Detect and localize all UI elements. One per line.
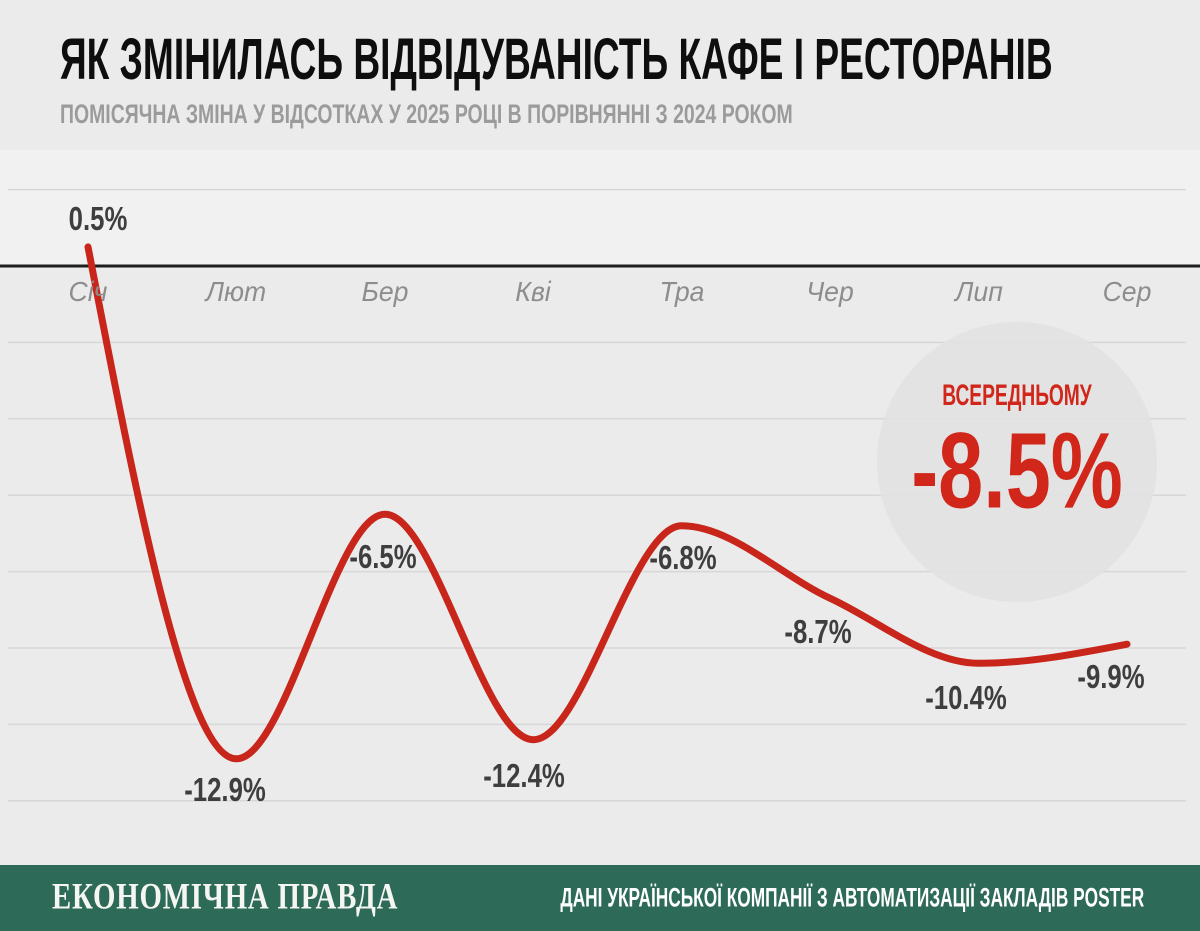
data-source-credit: ДАНІ УКРАЇНСЬКОЇ КОМПАНІЇ З АВТОМАТИЗАЦІ…: [560, 882, 1144, 913]
month-label-Січ: Січ: [68, 276, 108, 307]
average-circle: [877, 322, 1157, 602]
page-subtitle: ПОМІСЯЧНА ЗМІНА У ВІДСОТКАХ У 2025 РОЦІ …: [60, 99, 793, 129]
value-label-Лип: -10.4%: [924, 679, 1007, 717]
footer-bar: ЕКОНОМІЧНА ПРАВДА ДАНІ УКРАЇНСЬКОЇ КОМПА…: [0, 865, 1200, 931]
month-label-Чер: Чер: [806, 276, 854, 307]
value-label-Бер: -6.5%: [349, 538, 417, 576]
average-badge-label: ВСЕРЕДНЬОМУ: [942, 379, 1092, 412]
value-label-Лют: -12.9%: [184, 770, 267, 808]
average-badge-value: -8.5%: [911, 409, 1123, 531]
month-label-Тра: Тра: [659, 276, 705, 307]
positive-region-band: [0, 150, 1200, 266]
value-label-Кві: -12.4%: [483, 756, 566, 794]
brand-logo-text: ЕКОНОМІЧНА ПРАВДА: [52, 876, 399, 918]
month-label-Сер: Сер: [1102, 276, 1152, 307]
month-label-Лип: Лип: [954, 276, 1003, 307]
value-label-Тра: -6.8%: [649, 538, 717, 576]
trend-line: [84, 243, 1131, 763]
month-label-Кві: Кві: [515, 276, 552, 307]
value-label-Січ: 0.5%: [68, 199, 128, 237]
value-label-Чер: -8.7%: [784, 613, 852, 651]
month-label-Лют: Лют: [206, 276, 267, 307]
month-label-Бер: Бер: [361, 276, 409, 307]
page-title: ЯК ЗМІНИЛАСЬ ВІДВІДУВАНІСТЬ КАФЕ І РЕСТО…: [60, 27, 1053, 92]
value-label-Сер: -9.9%: [1077, 658, 1145, 696]
